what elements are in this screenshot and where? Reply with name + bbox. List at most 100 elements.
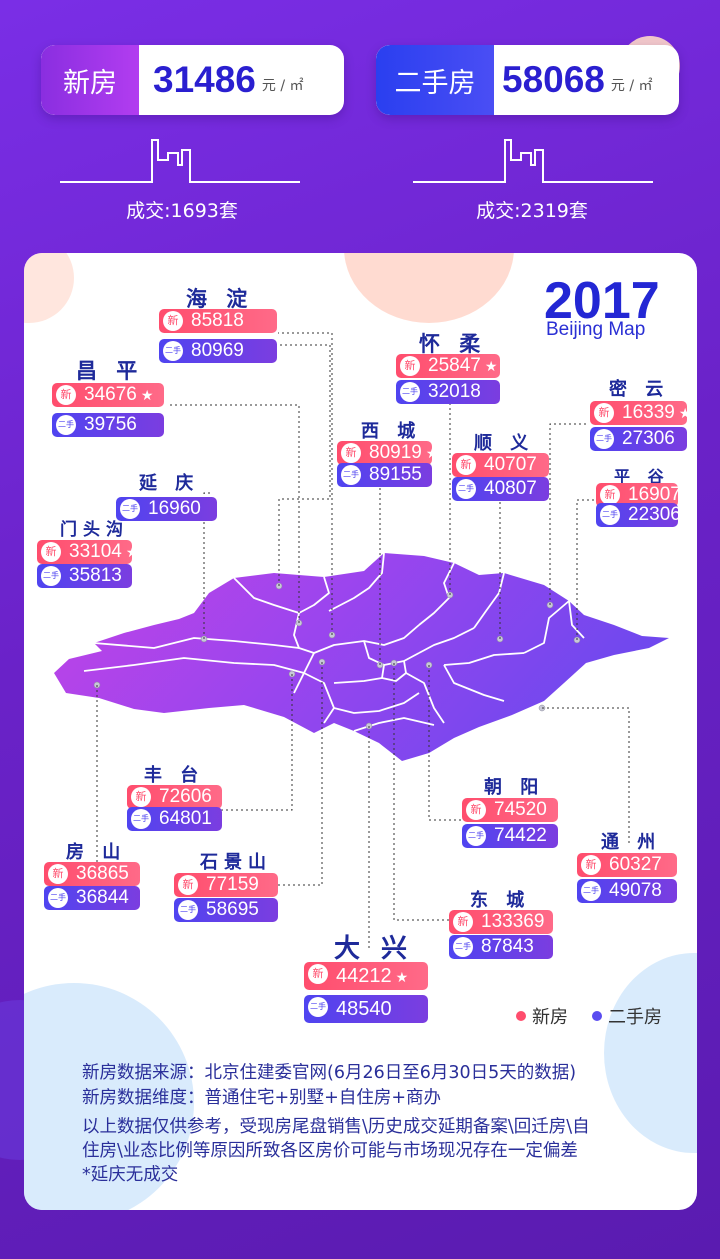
second-hand-price-miyun: 二手 27306 <box>590 427 687 451</box>
new-tag-icon: 新 <box>48 864 68 884</box>
new-tag-icon: 新 <box>41 542 61 562</box>
second-hand-unit: 元 / ㎡ <box>610 78 653 94</box>
district-name-fengtai: 丰 台 <box>144 765 205 786</box>
new-tag-icon: 新 <box>163 311 183 331</box>
new-house-unit: 元 / ㎡ <box>261 78 304 94</box>
second-hand-price-value: 22306 <box>628 504 681 525</box>
map-card: 2017 Beijing Map <box>24 253 697 1210</box>
new-tag-icon: 新 <box>466 800 486 820</box>
note-disclaimer-2: 住房\业态比例等原因所致各区房价可能与市场现况存在一定偏差 <box>82 1141 578 1161</box>
map-subtitle: Beijing Map <box>546 319 646 340</box>
new-price-chaoyang: 新 74520 <box>462 798 558 822</box>
second-hand-price-haidian: 二手 80969 <box>159 339 277 363</box>
second-hand-price-value: 64801 <box>159 808 212 829</box>
new-price-daxing: 新 44212 ★ <box>304 962 428 990</box>
second-hand-tag-icon: 二手 <box>453 937 473 957</box>
district-name-tongzhou: 通 州 <box>601 832 662 853</box>
building-icon <box>413 139 653 183</box>
legend-new: 新房 <box>516 1003 568 1029</box>
new-tag-icon: 新 <box>308 964 328 984</box>
second-hand-price-value: 89155 <box>369 464 422 485</box>
new-price-value: 34676 <box>84 384 137 405</box>
new-price-haidian: 新 85818 <box>159 309 277 333</box>
district-name-shijingshan: 石景山 <box>200 852 272 873</box>
new-price-fengtai: 新 72606 <box>127 785 222 809</box>
legend-dot-old <box>592 1011 602 1021</box>
new-tag-icon: 新 <box>594 403 614 423</box>
second-hand-tag-icon: 二手 <box>456 479 476 499</box>
new-price-dongcheng: 新 133369 <box>449 910 553 934</box>
new-price-tongzhou: 新 60327 <box>577 853 677 877</box>
new-house-label: 新房 <box>41 45 139 115</box>
building-icon <box>60 139 300 183</box>
second-hand-tag-icon: 二手 <box>163 341 183 361</box>
second-hand-price: 58068 <box>502 59 605 100</box>
second-hand-tag-icon: 二手 <box>131 809 151 829</box>
second-hand-tag-icon: 二手 <box>341 465 361 485</box>
district-name-miyun: 密 云 <box>609 379 670 400</box>
legend-label-old: 二手房 <box>608 1007 662 1028</box>
district-name-pinggu: 平 谷 <box>614 467 670 486</box>
second-hand-price-value: 48540 <box>336 998 392 1020</box>
second-hand-price-fangshan: 二手 36844 <box>44 886 140 910</box>
second-hand-tag-icon: 二手 <box>594 429 614 449</box>
new-price-fangshan: 新 36865 <box>44 862 140 886</box>
new-price-value: 25847 <box>428 355 481 376</box>
new-tag-icon: 新 <box>400 356 420 376</box>
second-hand-price-tongzhou: 二手 49078 <box>577 879 677 903</box>
second-hand-price-yanqing: 二手 16960 <box>116 497 217 521</box>
new-tag-icon: 新 <box>56 385 76 405</box>
district-name-yanqing: 延 庆 <box>139 473 200 494</box>
new-price-changping: 新 34676 ★ <box>52 383 164 407</box>
note-source: 新房数据来源：北京住建委官网(6月26日至6月30日5天的数据) <box>82 1063 577 1083</box>
second-hand-price-value: 36844 <box>76 887 129 908</box>
new-tag-icon: 新 <box>456 455 476 475</box>
new-price-value: 80919 <box>369 442 422 463</box>
new-tag-icon: 新 <box>581 855 601 875</box>
second-hand-price-value: 40807 <box>484 478 537 499</box>
new-tag-icon: 新 <box>453 912 473 932</box>
second-hand-price-value: 39756 <box>84 414 137 435</box>
second-hand-price-chaoyang: 二手 74422 <box>462 824 558 848</box>
second-hand-price-value: 27306 <box>622 428 675 449</box>
star-icon: ★ <box>484 358 498 374</box>
map-year: 2017 <box>544 272 660 330</box>
new-price-mentougou: 新 33104 ★ <box>37 540 138 564</box>
new-price-value: 74520 <box>494 799 547 820</box>
second-hand-price-value: 80969 <box>191 340 244 361</box>
second-hand-summary: 二手房 58068 元 / ㎡ <box>376 45 679 115</box>
second-hand-tag-icon: 二手 <box>41 566 61 586</box>
second-hand-price-value: 49078 <box>609 880 662 901</box>
second-hand-tag-icon: 二手 <box>466 826 486 846</box>
new-price-miyun: 新 16339 ★ <box>590 401 691 425</box>
note-scope: 新房数据维度：普通住宅+别墅+自住房+商办 <box>82 1088 441 1108</box>
second-hand-tag-icon: 二手 <box>120 499 140 519</box>
second-hand-price-changping: 二手 39756 <box>52 413 164 437</box>
second-hand-price-xicheng: 二手 89155 <box>337 463 432 487</box>
beijing-map <box>54 332 669 951</box>
second-hand-tag-icon: 二手 <box>581 881 601 901</box>
new-price-huairou: 新 25847 ★ <box>396 354 500 378</box>
second-hand-price-value: 58695 <box>206 899 259 920</box>
new-price-value: 85818 <box>191 310 244 331</box>
second-hand-label: 二手房 <box>376 45 494 115</box>
new-price-xicheng: 新 80919 ★ <box>337 441 438 465</box>
new-price-value: 44212 <box>336 965 392 987</box>
legend-label-new: 新房 <box>532 1007 568 1028</box>
new-price-value: 72606 <box>159 786 212 807</box>
second-hand-price-dongcheng: 二手 87843 <box>449 935 553 959</box>
new-price-shijingshan: 新 77159 <box>174 873 278 897</box>
star-icon: ★ <box>395 969 409 985</box>
second-hand-price-daxing: 二手 48540 <box>304 995 428 1023</box>
new-price-value: 40707 <box>484 454 537 475</box>
new-tag-icon: 新 <box>178 875 198 895</box>
new-price-value: 133369 <box>481 911 545 932</box>
district-name-mentougou: 门头沟 <box>60 520 129 540</box>
second-hand-price-value: 32018 <box>428 381 481 402</box>
note-yanqing: *延庆无成交 <box>82 1165 179 1185</box>
district-name-haidian: 海 淀 <box>186 287 254 311</box>
second-hand-deals: 成交:2319套 <box>476 200 588 222</box>
district-name-chaoyang: 朝 阳 <box>484 777 545 798</box>
new-tag-icon: 新 <box>131 787 151 807</box>
note-disclaimer-1: 以上数据仅供参考，受现房尾盘销售\历史成交延期备案\回迁房\自 <box>82 1117 590 1137</box>
